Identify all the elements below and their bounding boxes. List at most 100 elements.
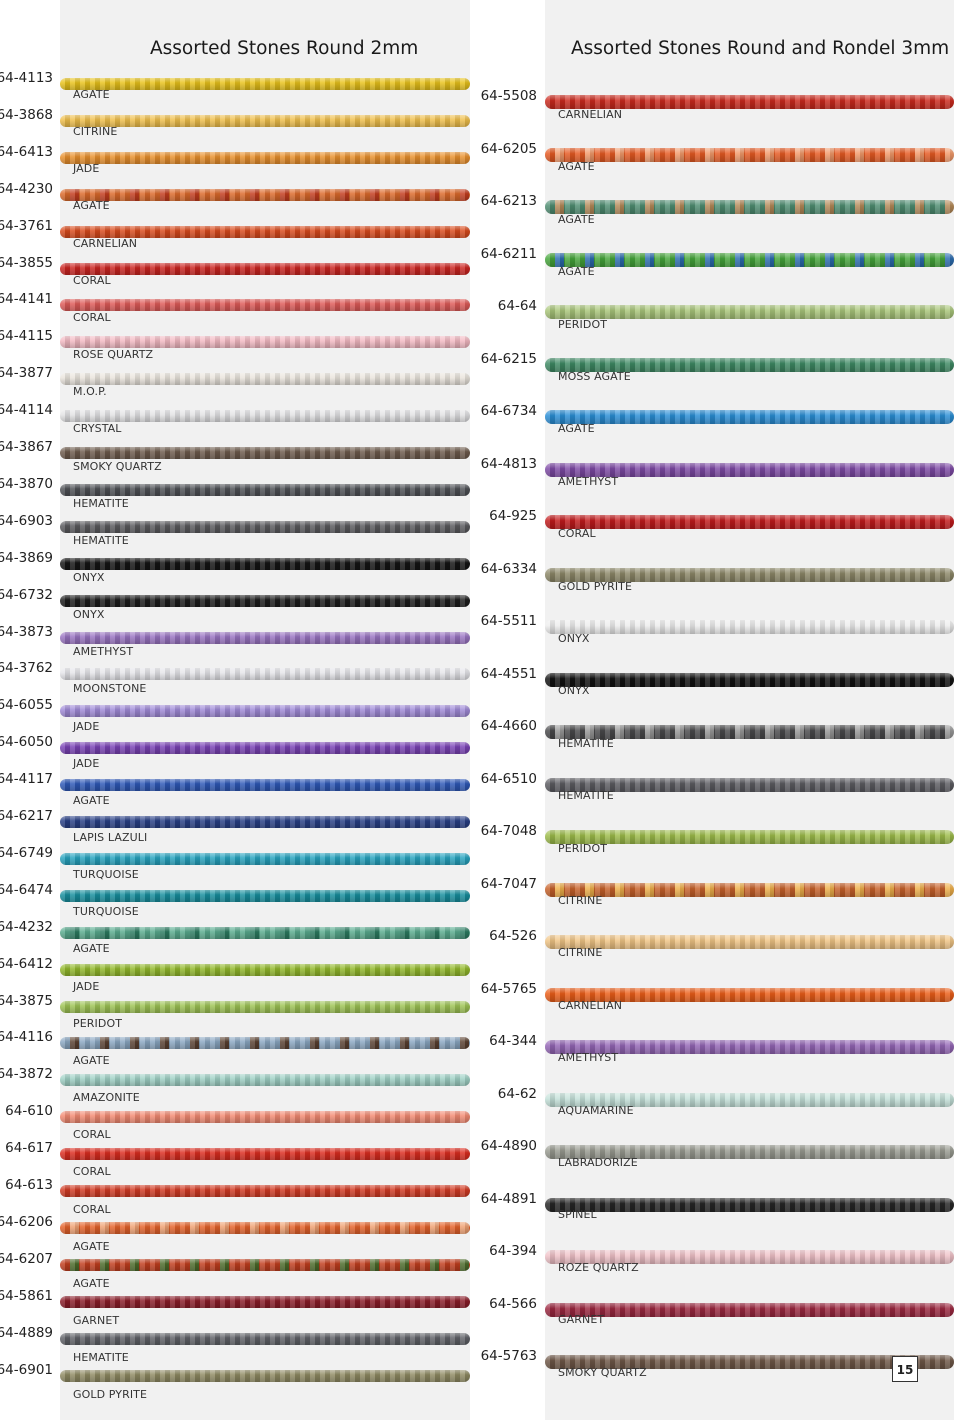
bead-strand xyxy=(60,816,470,828)
bead-strand xyxy=(60,78,470,90)
bead-strand xyxy=(545,305,954,319)
product-code: 64-3761 xyxy=(0,217,53,234)
stone-name: AGATE xyxy=(73,942,110,956)
product-code: 64-5511 xyxy=(480,613,537,629)
stone-name: SPINEL xyxy=(558,1208,597,1222)
product-code: 64-6474 xyxy=(0,881,53,898)
bead-strand xyxy=(60,926,470,939)
stone-name: TURQUOISE xyxy=(73,905,139,919)
stone-name: AQUAMARINE xyxy=(558,1103,634,1117)
bead-strand xyxy=(545,672,954,687)
bead-strand xyxy=(545,252,954,267)
stone-name: GOLD PYRITE xyxy=(558,579,633,593)
stone-name: AGATE xyxy=(73,88,110,101)
product-code: 64-6334 xyxy=(480,560,537,577)
product-code: 64-4116 xyxy=(0,1029,53,1046)
bead-strand xyxy=(545,1145,954,1159)
stone-name: MOONSTONE xyxy=(73,682,147,696)
stone-name: AMETHYST xyxy=(558,474,619,488)
bead-strand xyxy=(60,1111,470,1124)
bead-strand xyxy=(60,557,470,570)
bead-strand xyxy=(545,200,954,214)
product-code: 64-613 xyxy=(5,1177,53,1193)
product-code: 64-5508 xyxy=(480,88,537,104)
bead-strand xyxy=(60,299,470,312)
stone-name: AMETHYST xyxy=(558,1051,619,1065)
stone-name: ONYX xyxy=(73,570,105,584)
bead-strand xyxy=(60,1185,470,1197)
stone-name: HEMATITE xyxy=(73,1351,129,1365)
bead-strand xyxy=(60,373,470,386)
stone-name: CORAL xyxy=(73,1128,111,1142)
bead-strand xyxy=(545,987,954,1002)
bead-strand xyxy=(60,1148,470,1161)
stone-name: CITRINE xyxy=(558,946,603,960)
stone-name: AGATE xyxy=(558,265,595,279)
product-code: 64-6901 xyxy=(0,1361,53,1378)
bead-strand xyxy=(545,777,954,792)
bead-strand xyxy=(60,336,470,349)
stone-name: AGATE xyxy=(73,1276,110,1290)
stone-name: AGATE xyxy=(73,1053,110,1067)
product-code: 64-6412 xyxy=(0,955,53,972)
product-code: 64-3872 xyxy=(0,1066,53,1083)
bead-strand xyxy=(60,705,470,718)
product-code: 64-3873 xyxy=(0,623,53,640)
bead-strand xyxy=(60,447,470,459)
stone-name: CARNELIAN xyxy=(73,236,138,250)
stone-name: SMOKY QUARTZ xyxy=(558,1365,647,1379)
stone-name: M.O.P. xyxy=(73,385,107,399)
stone-name: ROZE QUARTZ xyxy=(558,1260,639,1274)
bead-strand xyxy=(60,1221,470,1234)
product-code: 64-6734 xyxy=(480,403,537,419)
product-code: 64-4551 xyxy=(480,665,537,682)
product-code: 64-617 xyxy=(5,1140,53,1157)
bead-strand xyxy=(545,1092,954,1107)
bead-strand xyxy=(60,483,470,496)
bead-strand xyxy=(60,742,470,755)
bead-strand xyxy=(545,620,954,634)
bead-strand xyxy=(60,889,470,902)
bead-strand xyxy=(60,594,470,607)
stone-name: JADE xyxy=(73,719,100,733)
page-number: 15 xyxy=(892,1356,918,1382)
product-code: 64-4230 xyxy=(0,180,53,197)
product-code: 64-394 xyxy=(489,1243,537,1259)
product-code: 64-6211 xyxy=(480,245,537,262)
product-code: 64-4891 xyxy=(480,1190,537,1207)
stone-name: GOLD PYRITE xyxy=(73,1388,148,1402)
stone-name: CARNELIAN xyxy=(558,998,623,1012)
product-code: 64-5861 xyxy=(0,1287,53,1304)
bead-strand xyxy=(545,1197,954,1212)
stone-name: PERIDOT xyxy=(73,1016,123,1030)
product-code: 64-3855 xyxy=(0,254,53,271)
product-code: 64-6213 xyxy=(480,193,537,209)
product-code: 64-5765 xyxy=(480,980,537,997)
product-code: 64-566 xyxy=(489,1295,537,1312)
product-code: 64-4115 xyxy=(0,328,53,345)
product-code: 64-6207 xyxy=(0,1250,53,1267)
product-code: 64-4114 xyxy=(0,402,53,419)
product-code: 64-6205 xyxy=(480,140,537,157)
product-code: 64-64 xyxy=(497,298,537,314)
stone-name: LAPIS LAZULI xyxy=(73,831,148,844)
product-code: 64-6413 xyxy=(0,143,53,160)
stone-name: TURQUOISE xyxy=(73,868,139,882)
stone-name: GARNET xyxy=(558,1313,605,1327)
bead-strand xyxy=(60,1369,470,1382)
stone-name: CRYSTAL xyxy=(73,422,122,436)
bead-strand xyxy=(60,410,470,423)
bead-strand xyxy=(545,1355,954,1369)
product-code: 64-3869 xyxy=(0,549,53,566)
stone-name: PERIDOT xyxy=(558,841,608,855)
product-code: 64-7048 xyxy=(480,823,537,839)
product-code: 64-6215 xyxy=(480,350,537,367)
product-code: 64-6732 xyxy=(0,586,53,603)
stone-name: JADE xyxy=(73,979,100,993)
bead-strand xyxy=(545,515,954,529)
stone-name: AGATE xyxy=(73,199,110,213)
product-code: 64-6055 xyxy=(0,697,53,714)
product-code: 64-4232 xyxy=(0,918,53,935)
bead-strand xyxy=(545,567,954,582)
stone-name: HEMATITE xyxy=(73,533,129,547)
